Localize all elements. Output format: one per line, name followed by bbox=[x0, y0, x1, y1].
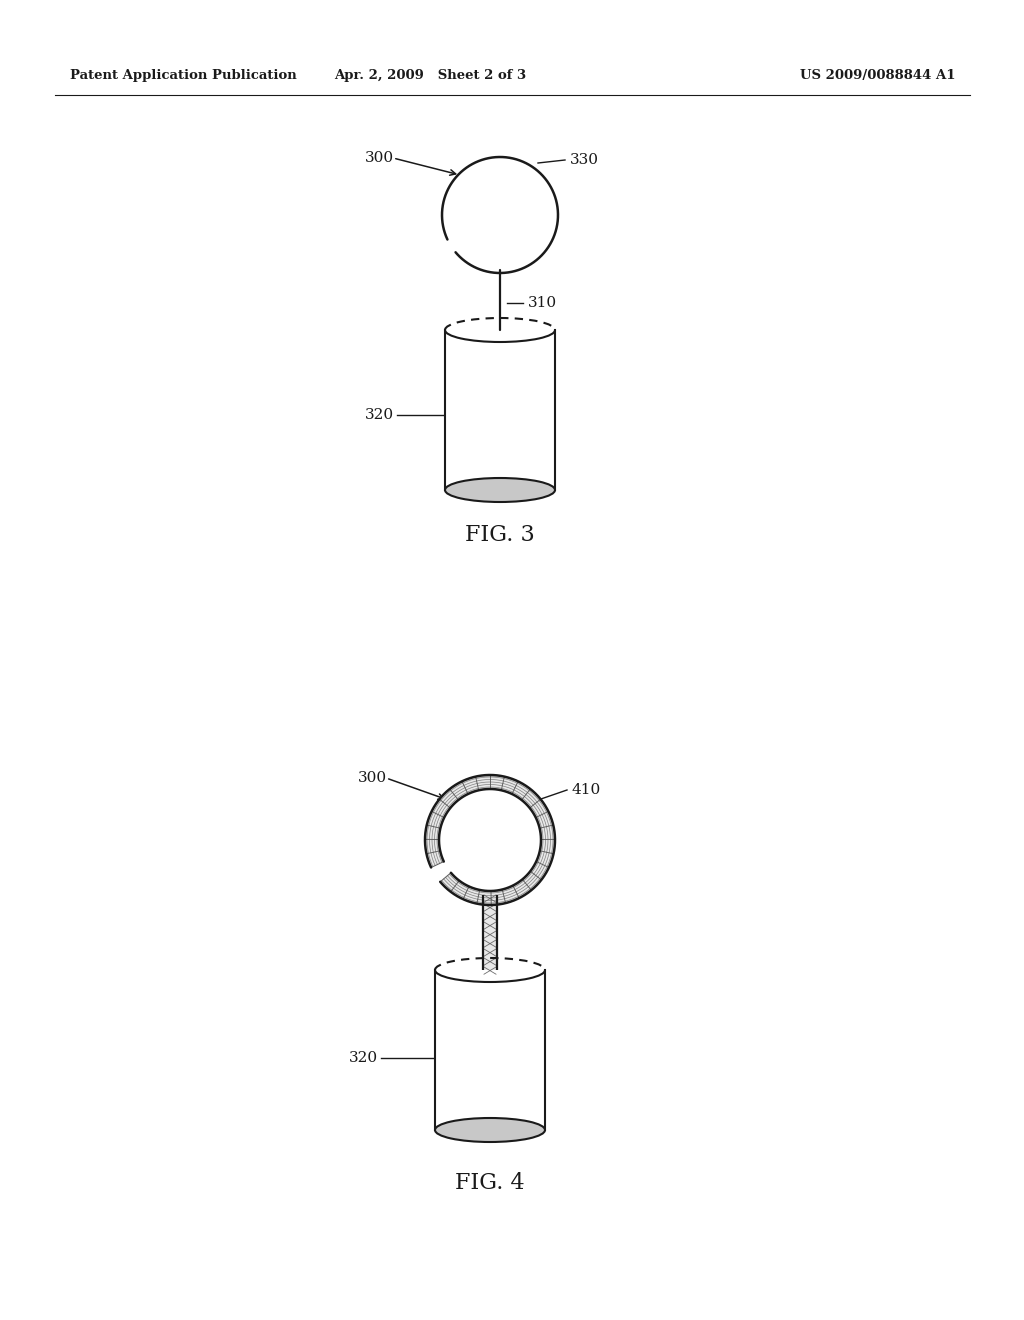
Text: FIG. 3: FIG. 3 bbox=[465, 524, 535, 546]
Ellipse shape bbox=[435, 1118, 545, 1142]
Ellipse shape bbox=[445, 478, 555, 502]
Text: 300: 300 bbox=[365, 150, 394, 165]
Text: 300: 300 bbox=[358, 771, 387, 785]
Text: 320: 320 bbox=[349, 1051, 378, 1065]
Text: 320: 320 bbox=[365, 408, 394, 422]
Bar bbox=[483, 895, 497, 970]
Text: FIG. 4: FIG. 4 bbox=[456, 1172, 525, 1195]
Bar bbox=[445, 330, 555, 490]
Text: US 2009/0088844 A1: US 2009/0088844 A1 bbox=[800, 69, 955, 82]
Text: 330: 330 bbox=[570, 153, 599, 168]
Bar bbox=[435, 970, 545, 1130]
Text: 410: 410 bbox=[572, 783, 601, 797]
Polygon shape bbox=[425, 775, 555, 906]
Text: 310: 310 bbox=[528, 296, 557, 310]
Text: Apr. 2, 2009   Sheet 2 of 3: Apr. 2, 2009 Sheet 2 of 3 bbox=[334, 69, 526, 82]
Text: Patent Application Publication: Patent Application Publication bbox=[70, 69, 297, 82]
